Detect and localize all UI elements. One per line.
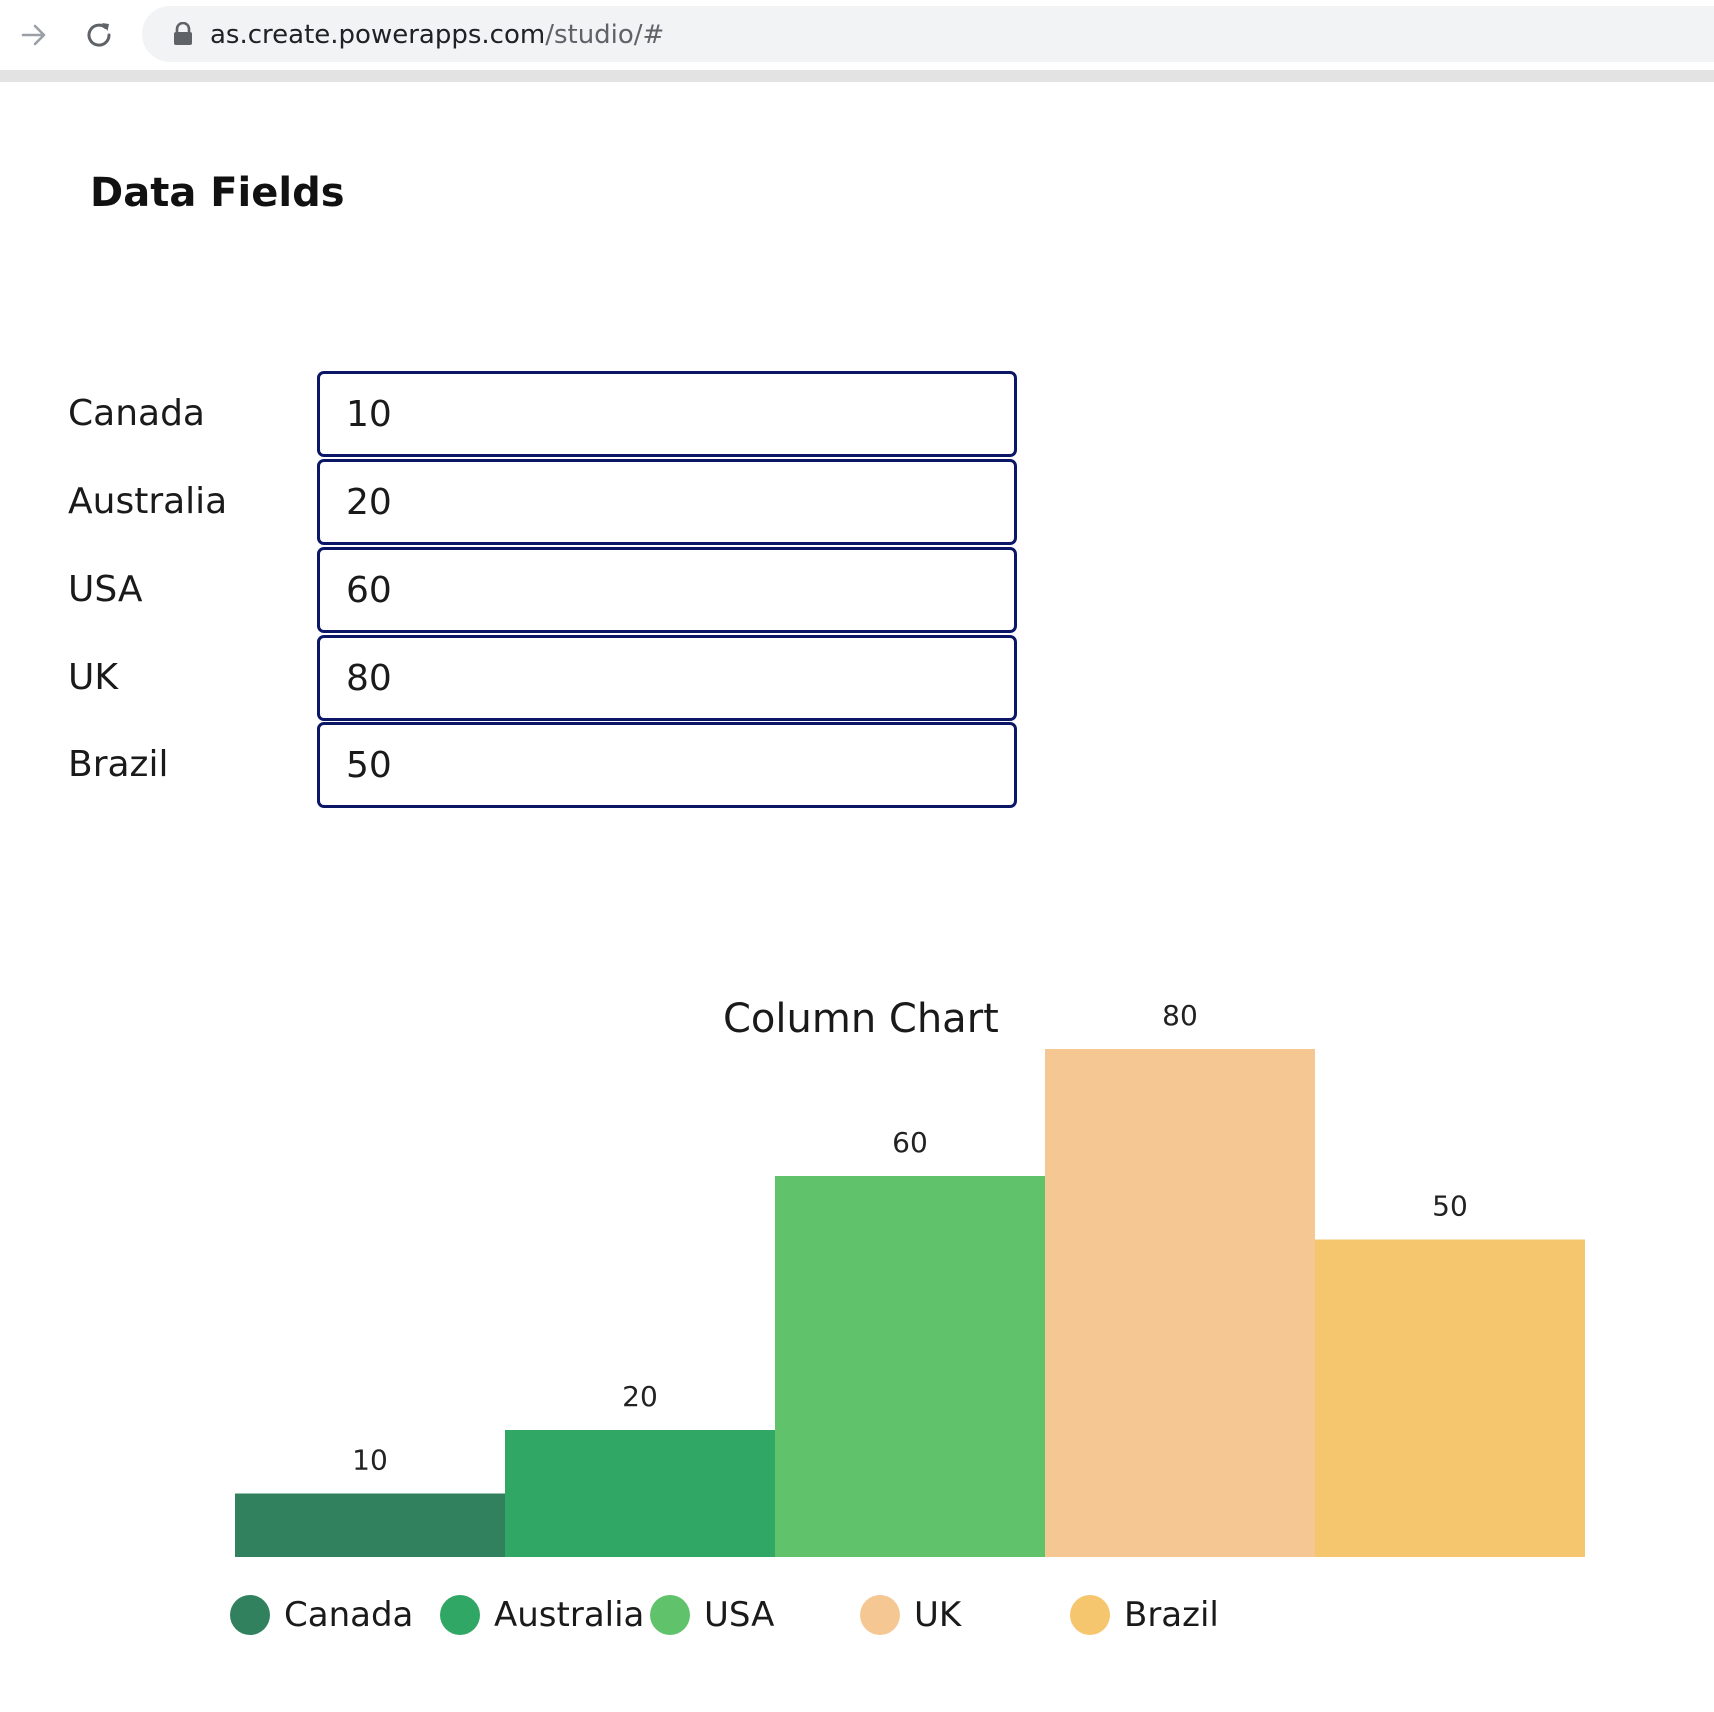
uk-input[interactable]: 80 <box>317 635 1017 721</box>
legend-dot-usa <box>650 1595 690 1635</box>
page-title: Data Fields <box>90 170 345 216</box>
legend-label-canada: Canada <box>284 1595 414 1635</box>
data-label-australia: 20 <box>622 1380 658 1413</box>
reload-button[interactable] <box>77 13 121 57</box>
chart-title: Column Chart <box>723 996 999 1042</box>
forward-button[interactable] <box>12 13 56 57</box>
bar-uk[interactable] <box>1045 1049 1315 1557</box>
usa-input[interactable]: 60 <box>317 547 1017 633</box>
legend-label-brazil: Brazil <box>1124 1595 1219 1635</box>
reload-icon <box>87 23 111 47</box>
arrow-right-icon <box>21 24 46 46</box>
field-label-canada: Canada <box>68 393 205 434</box>
canada-input[interactable]: 10 <box>317 371 1017 457</box>
legend-item-uk: UK <box>860 1590 961 1640</box>
legend-dot-canada <box>230 1595 270 1635</box>
chart-legend: Canada Australia USA UK Brazil <box>230 1590 1530 1640</box>
brazil-input[interactable]: 50 <box>317 722 1017 808</box>
legend-item-canada: Canada <box>230 1590 413 1640</box>
legend-item-brazil: Brazil <box>1070 1590 1219 1640</box>
data-label-brazil: 50 <box>1432 1190 1468 1223</box>
browser-toolbar: as.create.powerapps.com/studio/# <box>0 0 1714 70</box>
url-text[interactable]: as.create.powerapps.com/studio/# <box>210 20 664 50</box>
legend-item-usa: USA <box>650 1590 774 1640</box>
field-row-brazil: Brazil 50 <box>0 722 1100 812</box>
field-row-uk: UK 80 <box>0 635 1100 725</box>
legend-dot-brazil <box>1070 1595 1110 1635</box>
data-label-usa: 60 <box>892 1126 928 1159</box>
legend-dot-australia <box>440 1595 480 1635</box>
legend-label-australia: Australia <box>494 1595 645 1635</box>
field-row-australia: Australia 20 <box>0 459 1100 549</box>
legend-dot-uk <box>860 1595 900 1635</box>
data-label-uk: 80 <box>1162 999 1198 1032</box>
lock-icon <box>174 22 192 45</box>
toolbar-divider <box>0 70 1714 82</box>
url-path: /studio/# <box>545 20 665 50</box>
address-bar[interactable]: as.create.powerapps.com/studio/# <box>142 6 1714 62</box>
field-label-australia: Australia <box>68 481 228 522</box>
field-row-usa: USA 60 <box>0 547 1100 637</box>
legend-item-australia: Australia <box>440 1590 644 1640</box>
bar-australia[interactable] <box>505 1430 775 1557</box>
bar-usa[interactable] <box>775 1176 1045 1557</box>
field-label-brazil: Brazil <box>68 744 169 785</box>
url-host: as.create.powerapps.com <box>210 20 546 50</box>
bar-canada[interactable] <box>235 1493 505 1558</box>
data-label-canada: 10 <box>352 1444 388 1477</box>
legend-label-usa: USA <box>704 1595 775 1635</box>
field-label-usa: USA <box>68 569 143 610</box>
legend-label-uk: UK <box>914 1595 962 1635</box>
bar-brazil[interactable] <box>1315 1239 1585 1558</box>
australia-input[interactable]: 20 <box>317 459 1017 545</box>
field-row-canada: Canada 10 <box>0 371 1100 461</box>
field-label-uk: UK <box>68 657 118 698</box>
